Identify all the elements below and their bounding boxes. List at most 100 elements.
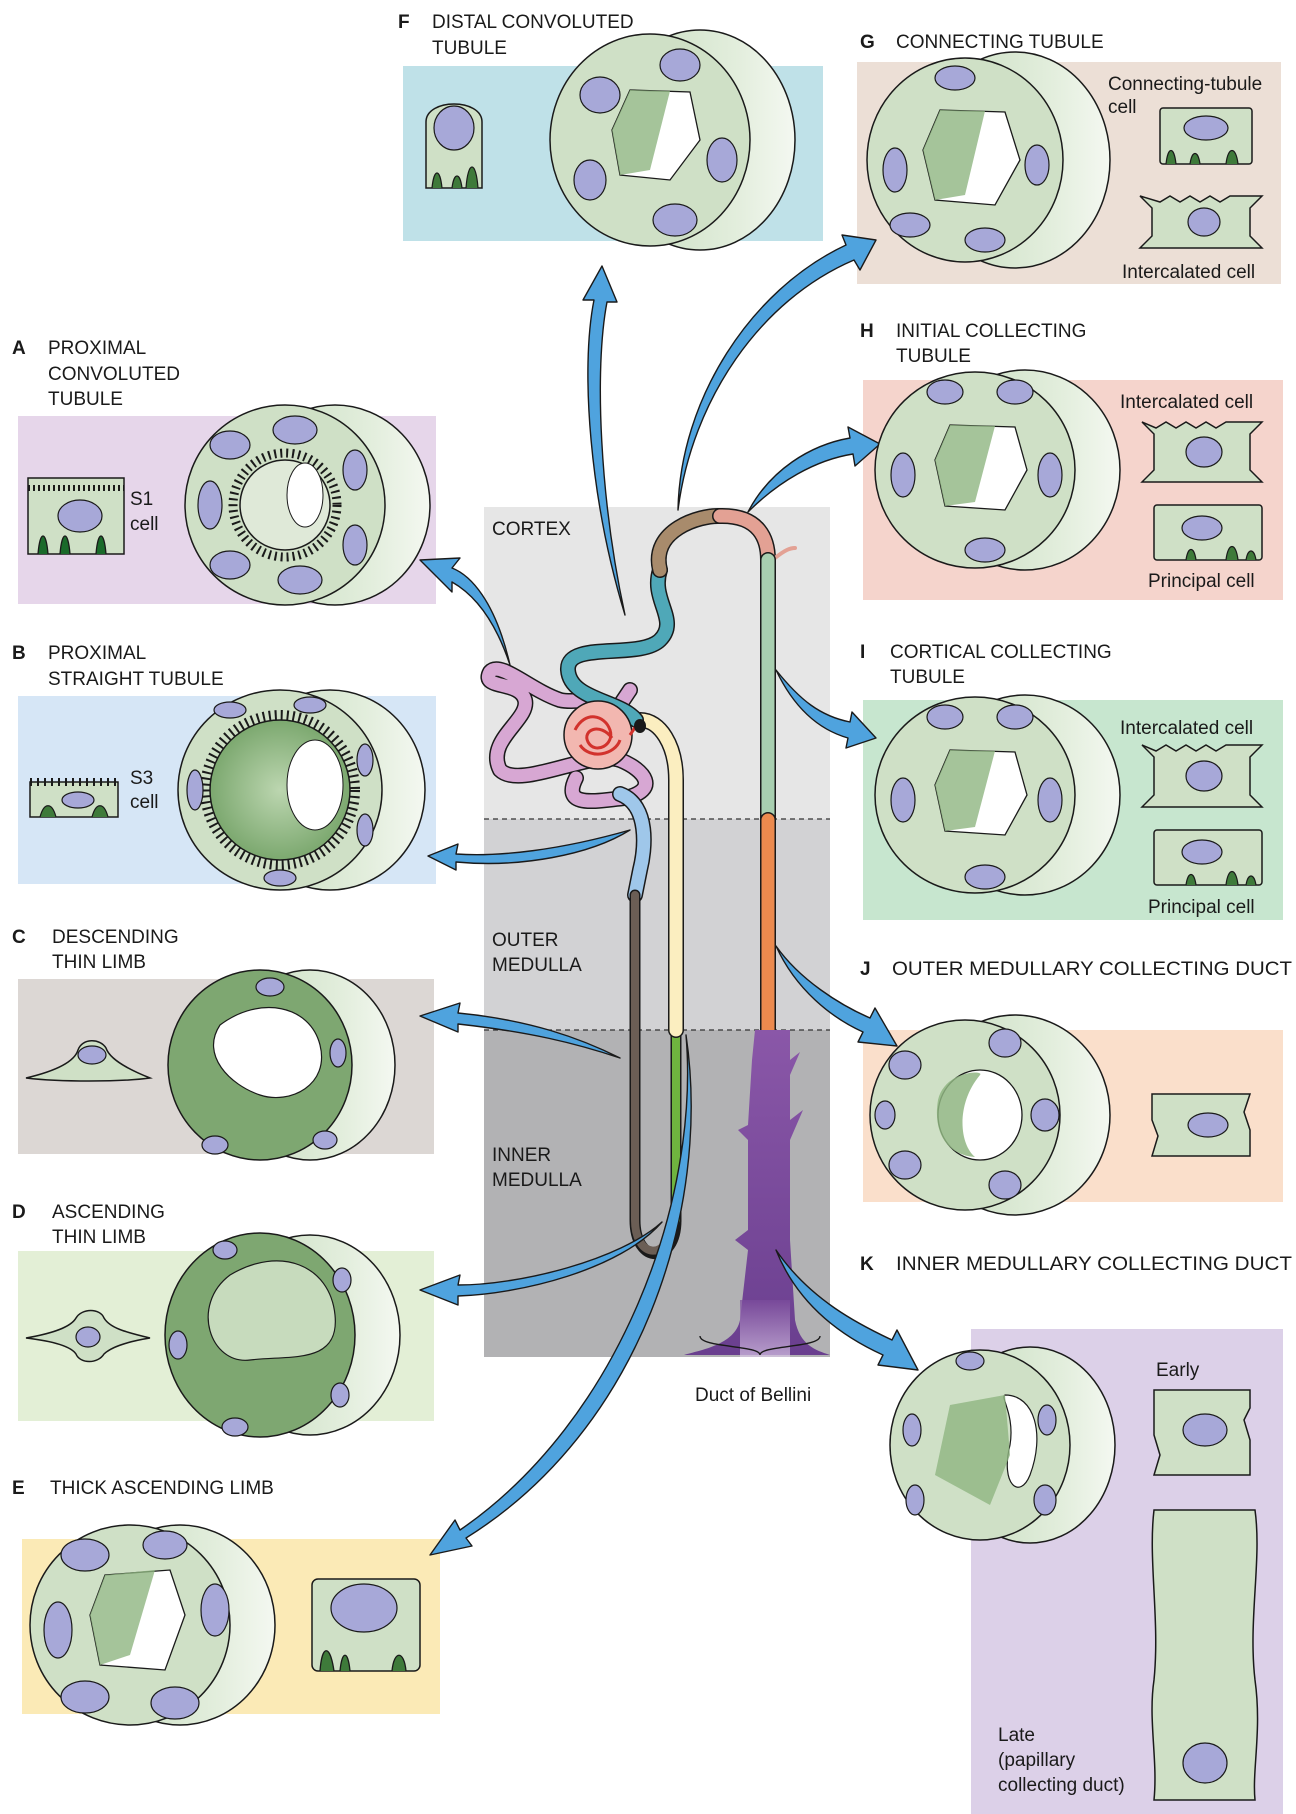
zone-label-outer-2: MEDULLA	[492, 955, 582, 976]
cell-label-intercalated-g: Intercalated cell	[1122, 262, 1255, 283]
cell-label-s3: S3	[130, 768, 153, 789]
tubule-section-c	[167, 969, 396, 1161]
segment-e-line-1: THICK ASCENDING LIMB	[50, 1478, 274, 1499]
arrow-to-h	[747, 426, 881, 513]
arrow-to-f	[582, 265, 626, 616]
label-segment-i: I CORTICAL COLLECTING TUBULE Intercalate…	[860, 642, 1255, 918]
label-segment-a: A PROXIMAL CONVOLUTED TUBULE S1 cell	[12, 338, 180, 535]
arrow-to-g	[677, 234, 877, 511]
cell-label-s1-cell: cell	[130, 514, 159, 535]
tubule-section-k	[889, 1346, 1116, 1544]
cell-intercalated-g	[1138, 195, 1264, 249]
segment-b-letter: B	[12, 643, 26, 664]
tubule-section-f	[549, 29, 796, 251]
tubule-section-h	[874, 369, 1121, 571]
segment-j-line-1: OUTER MEDULLARY COLLECTING DUCT	[892, 959, 1292, 980]
tubule-section-j	[869, 1014, 1111, 1216]
label-segment-j: J OUTER MEDULLARY COLLECTING DUCT	[860, 959, 1292, 980]
segment-h-line-2: TUBULE	[896, 346, 971, 367]
cell-label-principal-i: Principal cell	[1148, 897, 1255, 918]
glomerulus	[563, 700, 646, 770]
cell-label-connecting-tubule-cell: cell	[1108, 97, 1137, 118]
cell-intercalated-h	[1140, 421, 1264, 483]
zone-label-cortex: CORTEX	[492, 519, 571, 540]
segment-d-line-1: ASCENDING	[52, 1202, 165, 1223]
cell-s3	[29, 778, 119, 818]
label-segment-e: E THICK ASCENDING LIMB	[12, 1478, 274, 1499]
segment-k-line-1: INNER MEDULLARY COLLECTING DUCT	[896, 1254, 1292, 1275]
cell-s1	[27, 477, 125, 555]
segment-k-letter: K	[860, 1254, 874, 1275]
collecting-duct-inner	[684, 1030, 830, 1357]
cell-label-late-3: collecting duct)	[998, 1775, 1125, 1796]
zone-label-inner-1: INNER	[492, 1145, 551, 1166]
tubule-section-d	[164, 1232, 401, 1438]
arrow-to-a	[419, 557, 511, 666]
tubule-section-e	[29, 1524, 276, 1726]
tubule-section-g	[866, 51, 1111, 269]
segment-a-line-1: PROXIMAL	[48, 338, 146, 359]
segment-g-line-1: CONNECTING TUBULE	[896, 32, 1104, 53]
cell-connecting-tubule	[1159, 107, 1253, 165]
cell-outer-medullary	[1150, 1093, 1252, 1157]
cell-intercalated-i	[1140, 744, 1264, 808]
segment-c-line-2: THIN LIMB	[52, 952, 146, 973]
arrow-to-c	[419, 1002, 621, 1059]
duct-brace	[699, 1335, 821, 1356]
cell-descending-thin	[25, 1040, 153, 1082]
segment-a-letter: A	[12, 338, 26, 359]
segment-d-line-2: THIN LIMB	[52, 1227, 146, 1248]
segment-a-line-3: TUBULE	[48, 389, 123, 410]
segment-h-line-1: INITIAL COLLECTING	[896, 321, 1086, 342]
segment-i-line-2: TUBULE	[890, 667, 965, 688]
cell-principal-h	[1153, 504, 1263, 561]
segment-i-letter: I	[860, 642, 865, 663]
zone-label-outer-1: OUTER	[492, 930, 559, 951]
segment-b-line-1: PROXIMAL	[48, 643, 146, 664]
segment-b-line-2: STRAIGHT TUBULE	[48, 669, 224, 690]
cell-label-intercalated-h: Intercalated cell	[1120, 392, 1253, 413]
cell-inner-medullary-early	[1152, 1389, 1251, 1476]
cell-inner-medullary-late	[1151, 1509, 1259, 1801]
cell-distal-convoluted	[425, 103, 483, 189]
segment-f-letter: F	[398, 12, 410, 33]
cell-label-late-2: (papillary	[998, 1750, 1076, 1771]
segment-d-letter: D	[12, 1202, 26, 1223]
arrow-to-e	[429, 1034, 692, 1556]
cell-label-early: Early	[1156, 1360, 1200, 1381]
cell-ascending-thin	[25, 1309, 151, 1363]
segment-f-line-2: TUBULE	[432, 38, 507, 59]
cell-thick-ascending	[311, 1578, 421, 1672]
cell-label-intercalated-i: Intercalated cell	[1120, 718, 1253, 739]
zone-label-inner-2: MEDULLA	[492, 1170, 582, 1191]
cell-label-principal-h: Principal cell	[1148, 571, 1255, 592]
zone-labels: CORTEX OUTER MEDULLA INNER MEDULLA Duct …	[492, 519, 811, 1406]
segment-g-letter: G	[860, 32, 875, 53]
arrow-to-i	[775, 669, 877, 749]
label-segment-d: D ASCENDING THIN LIMB	[12, 1202, 165, 1248]
nephron	[480, 507, 797, 1260]
arrow-to-d	[419, 1221, 663, 1306]
segment-a-line-2: CONVOLUTED	[48, 364, 180, 385]
label-segment-b: B PROXIMAL STRAIGHT TUBULE S3 cell	[12, 643, 224, 813]
segment-c-line-1: DESCENDING	[52, 927, 179, 948]
cell-label-s3-cell: cell	[130, 792, 159, 813]
label-segment-k: K INNER MEDULLARY COLLECTING DUCT Early …	[860, 1254, 1292, 1796]
cell-principal-i	[1153, 829, 1263, 886]
tubule-section-i	[874, 694, 1121, 896]
segment-i-line-1: CORTICAL COLLECTING	[890, 642, 1112, 663]
label-segment-c: C DESCENDING THIN LIMB	[12, 927, 179, 973]
arrow-to-j	[775, 945, 898, 1047]
duct-of-bellini-label: Duct of Bellini	[695, 1385, 811, 1406]
arrow-to-b	[427, 829, 631, 871]
segment-h-letter: H	[860, 321, 874, 342]
cell-label-connecting-tubule: Connecting-tubule	[1108, 74, 1262, 95]
label-segment-g: G CONNECTING TUBULE Connecting-tubule ce…	[860, 32, 1262, 283]
cell-label-s1: S1	[130, 489, 153, 510]
tubule-section-a	[184, 404, 431, 606]
cell-label-late-1: Late	[998, 1725, 1035, 1746]
arrow-to-k	[775, 1249, 919, 1371]
segment-c-letter: C	[12, 927, 26, 948]
arrows	[419, 234, 919, 1556]
